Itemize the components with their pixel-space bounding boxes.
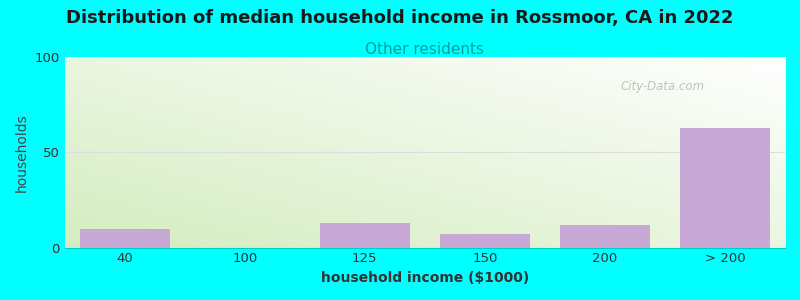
Y-axis label: households: households [15, 113, 29, 192]
Bar [680, 128, 770, 248]
Bar [80, 229, 170, 247]
Title: Other residents: Other residents [366, 42, 484, 57]
X-axis label: household income ($1000): household income ($1000) [321, 271, 529, 285]
Text: Distribution of median household income in Rossmoor, CA in 2022: Distribution of median household income … [66, 9, 734, 27]
Bar [560, 225, 650, 247]
Text: City-Data.com: City-Data.com [621, 80, 705, 93]
Bar [320, 223, 410, 248]
Bar [440, 234, 530, 248]
